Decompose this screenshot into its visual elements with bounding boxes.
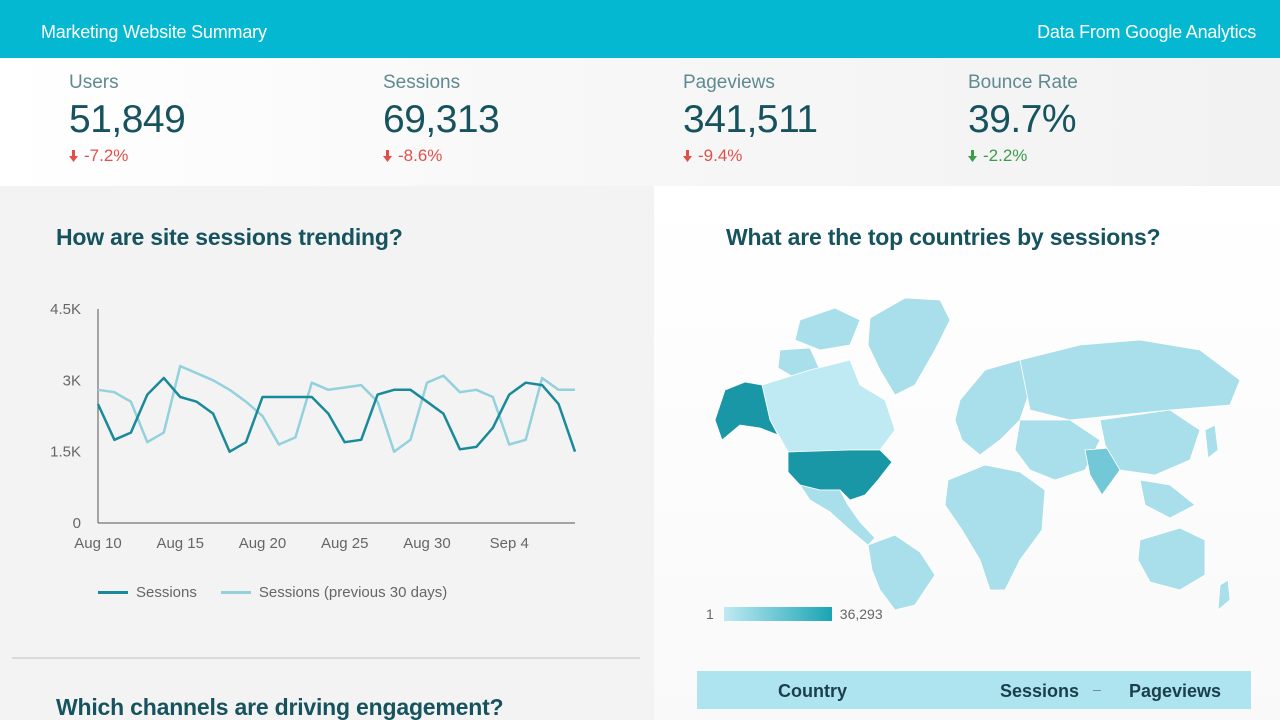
map-region-canada[interactable]	[761, 359, 896, 453]
legend-swatch	[220, 591, 251, 594]
chart-lines	[96, 364, 577, 453]
column-header-sessions[interactable]: Sessions	[1000, 681, 1080, 701]
map-region-japan[interactable]	[1204, 424, 1219, 459]
map-region-south-america[interactable]	[867, 534, 936, 610]
kpi-value: 341,511	[683, 98, 818, 141]
country-table-header: Country Sessions Pageviews	[697, 671, 1251, 709]
kpi-scorecards: Users 51,849 -7.2% Sessions 69,313 -8.6%…	[0, 58, 1280, 186]
arrow-down-icon	[683, 150, 692, 162]
map-region-central-america[interactable]	[799, 484, 876, 546]
column-header-country[interactable]: Country	[778, 681, 847, 701]
countries-title: What are the top countries by sessions?	[726, 224, 1161, 250]
arrow-down-icon	[69, 150, 78, 162]
kpi-users[interactable]: Users 51,849 -7.2%	[69, 72, 186, 166]
map-region-india[interactable]	[1084, 447, 1121, 496]
kpi-value: 39.7%	[968, 98, 1077, 141]
sort-indicator-icon	[1093, 690, 1101, 691]
map-region-africa[interactable]	[944, 464, 1046, 591]
x-tick-label: Aug 20	[239, 535, 287, 552]
legend-label: Sessions (previous 30 days)	[258, 584, 448, 601]
channels-title: Which channels are driving engagement?	[56, 694, 504, 720]
arrow-down-icon	[968, 150, 977, 162]
kpi-delta: -8.6%	[383, 146, 499, 166]
x-tick-label: Aug 25	[321, 535, 369, 552]
kpi-label: Pageviews	[683, 72, 775, 93]
kpi-delta-value: -2.2%	[983, 146, 1028, 165]
kpi-label: Users	[69, 72, 119, 93]
data-source-label: Data From Google Analytics	[1037, 22, 1256, 42]
map-region-middle-east[interactable]	[1014, 419, 1101, 481]
y-tick-label: 4.5K	[50, 301, 81, 318]
section-divider	[12, 657, 640, 659]
legend-item-previous[interactable]: Sessions (previous 30 days)	[220, 584, 448, 601]
map-region-usa[interactable]	[787, 449, 893, 501]
chart-legend[interactable]: Sessions Sessions (previous 30 days)	[98, 584, 447, 601]
kpi-delta-value: -9.4%	[698, 146, 743, 165]
x-tick-label: Aug 30	[403, 535, 451, 552]
x-tick-label: Aug 15	[156, 535, 204, 552]
y-tick-label: 1.5K	[50, 444, 81, 461]
kpi-delta: -2.2%	[968, 146, 1078, 166]
x-tick-label: Aug 10	[74, 535, 122, 552]
report-title: Marketing Website Summary	[41, 22, 267, 42]
x-tick-label: Sep 4	[490, 535, 529, 552]
arrow-down-icon	[383, 150, 392, 162]
map-region-new-zealand[interactable]	[1217, 579, 1231, 610]
kpi-delta: -9.4%	[683, 146, 818, 166]
legend-swatch	[98, 591, 128, 594]
legend-item-sessions[interactable]: Sessions	[98, 584, 197, 601]
scale-gradient-bar	[723, 607, 832, 621]
map-region-greenland[interactable]	[867, 297, 951, 396]
kpi-delta: -7.2%	[69, 146, 185, 166]
map-region-russia[interactable]	[1019, 339, 1241, 421]
sessions-line-chart[interactable]: 0 1.5K 3K 4.5K Aug 10 Aug 15 Aug 20 Aug 25 Aug 3…	[0, 290, 654, 560]
map-region-australia[interactable]	[1137, 527, 1206, 591]
map-color-scale: 1 36,293	[706, 606, 883, 622]
y-tick-label: 3K	[63, 372, 81, 389]
sessions-trend-panel	[0, 186, 654, 720]
report-header: Marketing Website Summary Data From Goog…	[0, 0, 1280, 58]
kpi-bounce-rate[interactable]: Bounce Rate 39.7% -2.2%	[968, 72, 1078, 166]
kpi-label: Bounce Rate	[968, 72, 1078, 93]
column-header-pageviews[interactable]: Pageviews	[1129, 681, 1222, 701]
kpi-delta-value: -8.6%	[398, 146, 443, 165]
map-region-arctic-islands[interactable]	[794, 307, 861, 351]
series-line-previous-30-days[interactable]	[97, 364, 575, 453]
kpi-value: 51,849	[69, 98, 186, 141]
map-region-alaska[interactable]	[714, 381, 779, 441]
map-region-europe[interactable]	[954, 359, 1031, 456]
legend-label: Sessions	[136, 584, 197, 601]
kpi-delta-value: -7.2%	[84, 146, 129, 165]
kpi-sessions[interactable]: Sessions 69,313 -8.6%	[383, 72, 500, 166]
kpi-value: 69,313	[383, 98, 500, 141]
scale-min-label: 1	[706, 606, 714, 622]
sessions-trend-title: How are site sessions trending?	[56, 224, 403, 250]
series-line-sessions[interactable]	[96, 376, 577, 453]
scale-max-label: 36,293	[839, 606, 883, 622]
chart-tick-labels: 0 1.5K 3K 4.5K Aug 10 Aug 15 Aug 20 Aug 25 Aug 3…	[50, 301, 529, 552]
kpi-label: Sessions	[383, 72, 461, 93]
kpi-pageviews[interactable]: Pageviews 341,511 -9.4%	[683, 72, 818, 166]
chart-axes	[97, 309, 575, 524]
y-tick-label: 0	[73, 515, 81, 532]
world-map[interactable]	[700, 290, 1250, 610]
map-region-southeast-asia[interactable]	[1139, 479, 1196, 519]
map-region-east-asia[interactable]	[1099, 409, 1201, 476]
